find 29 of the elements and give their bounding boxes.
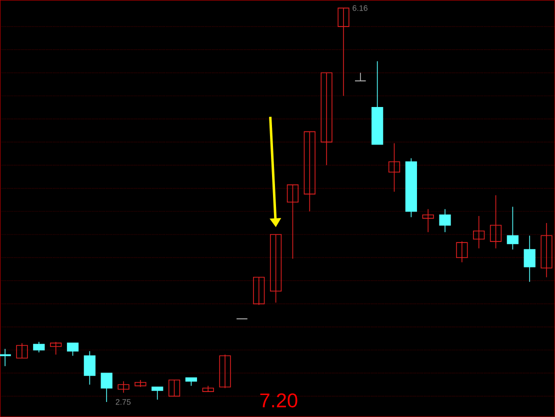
annotation: 7.20: [260, 393, 298, 408]
candlestick: [388, 142, 400, 192]
candlestick: [439, 208, 451, 233]
candlestick: [524, 235, 536, 282]
candlestick: [540, 222, 552, 278]
candlestick: [50, 342, 62, 356]
candlestick: [84, 350, 96, 386]
candlestick: [304, 131, 316, 212]
candlestick: [219, 354, 231, 389]
candlestick: [456, 241, 468, 263]
candlestick: [134, 380, 146, 388]
candlestick: [152, 386, 164, 400]
candlestick: [286, 184, 299, 260]
candlestick: [168, 380, 180, 397]
candlestick: [100, 372, 112, 402]
candlestick: [270, 234, 282, 304]
candlestick: [320, 72, 332, 166]
candlestick: [118, 380, 130, 394]
candlestick: [0, 348, 11, 367]
candlestick: [473, 216, 485, 249]
candlestick: [506, 206, 519, 250]
candlestick: [66, 342, 79, 356]
candlestick: [33, 342, 45, 353]
candlestick: [338, 8, 350, 96]
candlestick: [354, 72, 366, 82]
candlestick: [490, 194, 502, 249]
candlestick: [422, 208, 434, 233]
candlestick: [253, 276, 265, 306]
candlestick: [16, 342, 28, 358]
